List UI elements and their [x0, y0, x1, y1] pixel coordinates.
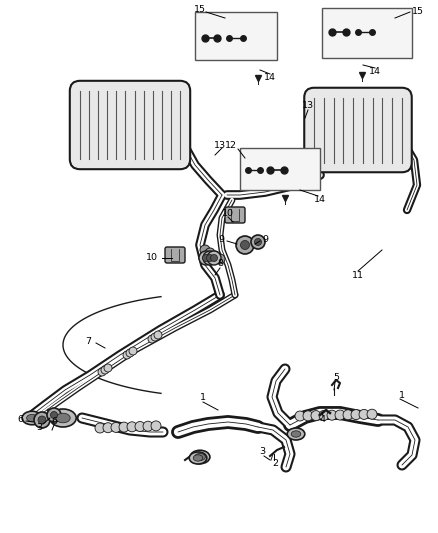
Circle shape: [303, 411, 313, 421]
Circle shape: [123, 351, 131, 359]
Text: 7: 7: [85, 337, 91, 346]
Circle shape: [240, 240, 250, 249]
Text: 1: 1: [200, 393, 206, 402]
Text: 3: 3: [36, 424, 42, 432]
Circle shape: [202, 254, 209, 262]
Circle shape: [50, 411, 57, 418]
Circle shape: [38, 416, 46, 424]
Circle shape: [199, 251, 213, 265]
Circle shape: [95, 423, 105, 433]
Text: 14: 14: [314, 196, 326, 205]
Text: 9: 9: [262, 235, 268, 244]
Text: 4: 4: [320, 416, 326, 424]
Circle shape: [127, 422, 137, 432]
Circle shape: [34, 412, 50, 428]
Circle shape: [251, 235, 265, 249]
Ellipse shape: [56, 413, 70, 423]
Ellipse shape: [50, 409, 76, 427]
FancyBboxPatch shape: [225, 207, 245, 223]
Circle shape: [143, 421, 153, 431]
Text: 3: 3: [259, 448, 265, 456]
Circle shape: [205, 248, 215, 258]
Circle shape: [207, 251, 221, 265]
Ellipse shape: [27, 414, 37, 422]
Circle shape: [148, 335, 156, 343]
FancyBboxPatch shape: [304, 88, 412, 172]
Text: 13: 13: [302, 101, 314, 110]
Text: 12: 12: [225, 141, 237, 150]
Circle shape: [343, 410, 353, 420]
Circle shape: [236, 236, 254, 254]
Circle shape: [319, 410, 329, 421]
Text: 14: 14: [264, 74, 276, 83]
Text: 6: 6: [17, 416, 23, 424]
Text: 6: 6: [51, 416, 57, 425]
Circle shape: [359, 409, 369, 419]
Ellipse shape: [189, 452, 207, 464]
Circle shape: [101, 366, 109, 374]
Circle shape: [327, 410, 337, 420]
Text: 1: 1: [399, 391, 405, 400]
Circle shape: [47, 408, 61, 422]
Bar: [240, 148, 320, 190]
Ellipse shape: [22, 411, 42, 425]
Circle shape: [351, 409, 361, 419]
Text: 9: 9: [218, 236, 224, 245]
Circle shape: [295, 411, 305, 421]
Text: 13: 13: [214, 141, 226, 149]
Circle shape: [103, 423, 113, 433]
Circle shape: [254, 238, 261, 246]
Ellipse shape: [190, 450, 210, 464]
Bar: [195, 12, 277, 60]
Text: 5: 5: [333, 374, 339, 383]
Circle shape: [211, 254, 218, 262]
Circle shape: [206, 254, 213, 262]
Circle shape: [311, 410, 321, 421]
Text: 14: 14: [369, 68, 381, 77]
Text: 10: 10: [146, 253, 158, 262]
Circle shape: [367, 409, 377, 419]
Ellipse shape: [193, 455, 203, 461]
Circle shape: [135, 422, 145, 432]
Ellipse shape: [291, 431, 301, 437]
Circle shape: [98, 368, 106, 376]
Text: 8: 8: [217, 260, 223, 269]
Ellipse shape: [287, 428, 305, 440]
Circle shape: [154, 331, 162, 339]
Circle shape: [151, 333, 159, 341]
Circle shape: [335, 410, 345, 420]
Text: 2: 2: [272, 459, 278, 469]
Circle shape: [129, 347, 137, 355]
Text: 15: 15: [194, 4, 206, 13]
Circle shape: [215, 254, 225, 264]
Circle shape: [203, 251, 217, 265]
Circle shape: [200, 245, 210, 255]
Circle shape: [126, 349, 134, 357]
Circle shape: [111, 422, 121, 432]
Text: 11: 11: [352, 271, 364, 279]
Text: 15: 15: [412, 7, 424, 17]
Bar: [322, 8, 412, 58]
FancyBboxPatch shape: [70, 81, 190, 169]
Circle shape: [151, 421, 161, 431]
Circle shape: [210, 251, 220, 261]
Text: 10: 10: [222, 208, 234, 217]
Ellipse shape: [194, 454, 205, 461]
Circle shape: [104, 364, 112, 372]
FancyBboxPatch shape: [165, 247, 185, 263]
Circle shape: [119, 422, 129, 432]
